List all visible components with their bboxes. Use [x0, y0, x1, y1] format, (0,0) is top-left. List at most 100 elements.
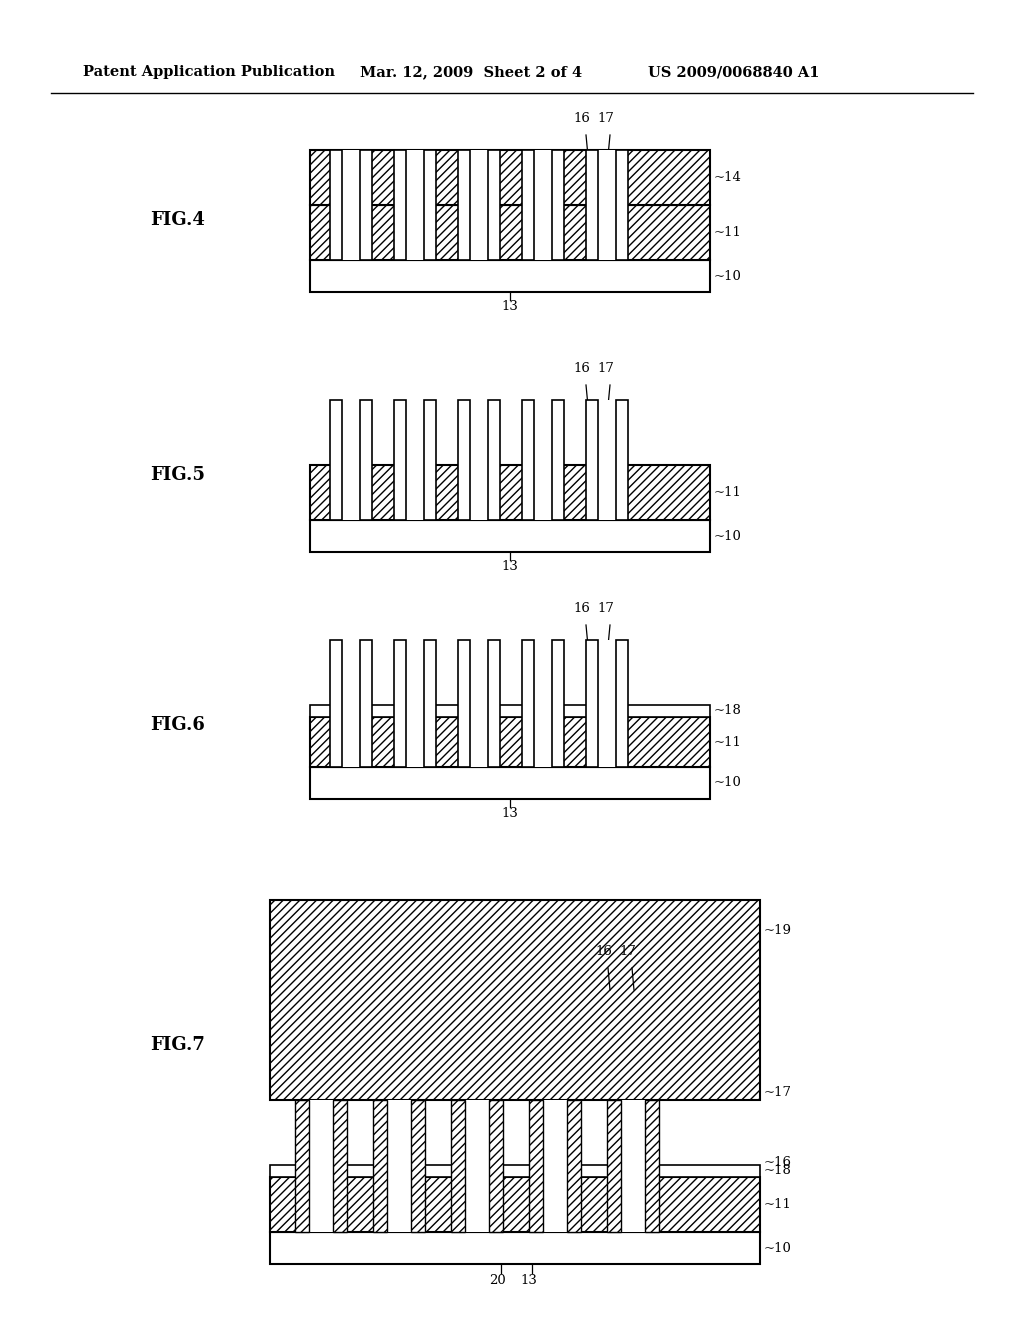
Bar — [451, 1100, 465, 1232]
Bar — [598, 640, 616, 767]
Text: FIG.6: FIG.6 — [150, 715, 205, 734]
Bar — [310, 520, 710, 552]
Bar — [360, 150, 372, 260]
Bar — [465, 1100, 489, 1232]
Bar — [330, 640, 342, 767]
Bar — [309, 1166, 333, 1232]
Bar — [406, 465, 424, 520]
Text: 13: 13 — [502, 300, 518, 313]
Bar — [295, 1100, 309, 1232]
Text: ~10: ~10 — [714, 529, 741, 543]
Bar — [552, 400, 564, 520]
Text: 16: 16 — [573, 362, 591, 375]
Bar — [270, 1177, 760, 1232]
Bar — [598, 150, 616, 260]
Bar — [598, 465, 616, 520]
Text: 17: 17 — [598, 602, 614, 615]
Bar — [360, 640, 372, 767]
Text: FIG.7: FIG.7 — [150, 1036, 205, 1053]
Bar — [373, 1100, 387, 1232]
Text: ~11: ~11 — [714, 226, 741, 239]
Text: Mar. 12, 2009  Sheet 2 of 4: Mar. 12, 2009 Sheet 2 of 4 — [360, 65, 582, 79]
Bar — [465, 1166, 489, 1232]
Bar — [522, 150, 534, 260]
Bar — [342, 400, 360, 520]
Bar — [424, 150, 436, 260]
Text: ~11: ~11 — [764, 1199, 792, 1210]
Bar — [458, 640, 470, 767]
Bar — [621, 1166, 645, 1232]
Text: 17: 17 — [598, 362, 614, 375]
Bar — [552, 640, 564, 767]
Text: Patent Application Publication: Patent Application Publication — [83, 65, 335, 79]
Text: ~10: ~10 — [764, 1242, 792, 1254]
Bar — [616, 400, 628, 520]
Text: 16: 16 — [573, 112, 591, 125]
Bar — [387, 1166, 411, 1232]
Bar — [310, 705, 710, 717]
Bar — [586, 640, 598, 767]
Bar — [387, 1100, 411, 1232]
Text: ~11: ~11 — [714, 486, 741, 499]
Bar — [598, 400, 616, 520]
Bar — [309, 1100, 333, 1232]
Bar — [488, 150, 500, 260]
Text: ~18: ~18 — [764, 1164, 792, 1177]
Text: ~19: ~19 — [764, 924, 792, 936]
Bar — [598, 705, 616, 767]
Bar — [458, 400, 470, 520]
Bar — [534, 640, 552, 767]
Bar — [342, 465, 360, 520]
Bar — [360, 400, 372, 520]
Text: ~14: ~14 — [714, 172, 741, 183]
Text: ~11: ~11 — [714, 735, 741, 748]
Bar — [394, 640, 406, 767]
Bar — [458, 150, 470, 260]
Bar — [411, 1100, 425, 1232]
Bar — [488, 400, 500, 520]
Bar — [270, 900, 760, 1100]
Bar — [394, 150, 406, 260]
Bar — [522, 400, 534, 520]
Bar — [586, 150, 598, 260]
Text: 17: 17 — [598, 112, 614, 125]
Bar — [342, 150, 360, 260]
Bar — [607, 1100, 621, 1232]
Bar — [406, 640, 424, 767]
Bar — [310, 767, 710, 799]
Bar — [310, 465, 710, 520]
Bar — [552, 150, 564, 260]
Bar — [470, 640, 488, 767]
Bar — [534, 705, 552, 767]
Bar — [342, 640, 360, 767]
Bar — [567, 1100, 581, 1232]
Bar — [543, 1100, 567, 1232]
Bar — [424, 640, 436, 767]
Bar — [406, 400, 424, 520]
Bar — [470, 465, 488, 520]
Text: 20: 20 — [488, 1274, 506, 1287]
Bar — [270, 1166, 760, 1177]
Bar — [310, 717, 710, 767]
Text: US 2009/0068840 A1: US 2009/0068840 A1 — [648, 65, 819, 79]
Text: 16: 16 — [573, 602, 591, 615]
Bar — [310, 150, 710, 205]
Bar — [406, 705, 424, 767]
Bar — [534, 465, 552, 520]
Bar — [489, 1100, 503, 1232]
Bar — [534, 400, 552, 520]
Bar — [522, 640, 534, 767]
Text: FIG.4: FIG.4 — [150, 211, 205, 228]
Bar — [342, 705, 360, 767]
Text: ~10: ~10 — [714, 776, 741, 789]
Text: 13: 13 — [502, 807, 518, 820]
Bar — [394, 400, 406, 520]
Bar — [310, 260, 710, 292]
Bar — [330, 400, 342, 520]
Bar — [470, 150, 488, 260]
Bar — [270, 1232, 760, 1265]
Bar — [310, 205, 710, 260]
Bar — [333, 1100, 347, 1232]
Bar — [330, 150, 342, 260]
Bar — [621, 1100, 645, 1232]
